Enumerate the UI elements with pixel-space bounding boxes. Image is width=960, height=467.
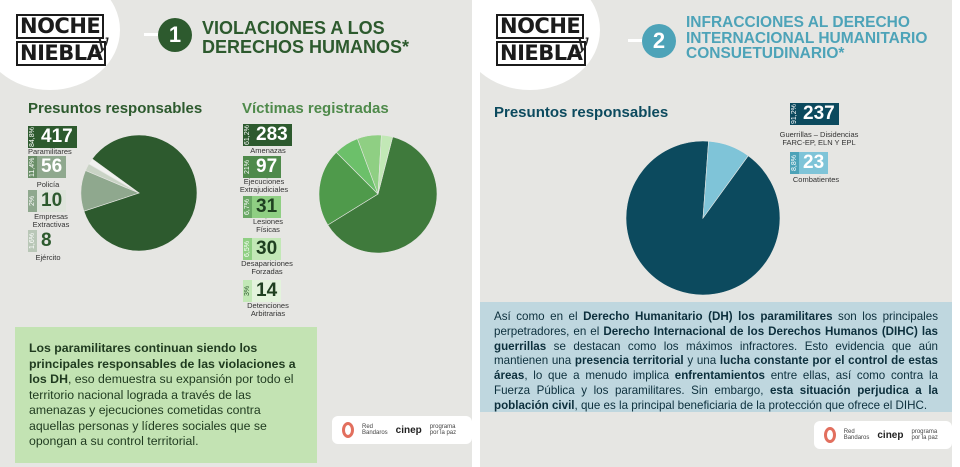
stat-guerrillas: 91,2% 237 xyxy=(790,103,839,125)
text-segment: lucha constante por el control de estas … xyxy=(494,354,939,383)
responsables-heading: Presuntos responsables xyxy=(494,104,669,121)
text-segment: , eso demuestra su expansión por todo el… xyxy=(29,372,294,448)
footer-logos: Red Bandaros cinep programa por la paz xyxy=(332,416,472,444)
section-number-badge: 1 xyxy=(144,18,192,52)
text-segment: , lo que a menudo implica xyxy=(524,369,675,383)
pie-slice-paramilitares xyxy=(83,134,198,252)
responsables-heading: Presuntos responsables xyxy=(28,100,203,117)
panel-title: VIOLACIONES A LOS DERECHOS HUMANOS* xyxy=(202,18,410,57)
section-number-badge: 2 xyxy=(628,24,676,58)
stat-policia: 11,4% 56 xyxy=(28,156,67,178)
caption-ejecuciones: Ejecuciones Extrajudiciales xyxy=(239,177,289,194)
stat-ejecuciones: 21% 97 xyxy=(243,156,282,178)
text-segment: Derecho Humanitario (DH) los paramilitar… xyxy=(583,310,833,323)
stat-detenciones: 3% 14 xyxy=(243,280,282,302)
ppp-logo: programa por la paz xyxy=(911,429,938,441)
pie-slice-ejecuciones-extrajudiciales xyxy=(318,151,379,226)
text-segment: esta situación perjudica a la población … xyxy=(494,383,938,412)
text-segment: Los paramilitares continuan siendo los p… xyxy=(29,341,296,386)
text-segment: y una xyxy=(683,354,720,368)
red-bandaros-icon xyxy=(342,422,354,438)
text-segment: se destacan como los máximos infractores… xyxy=(494,339,938,368)
caption-empresas: Empresas Extractivas xyxy=(32,212,70,229)
text-segment: entre ellas, así como contra la Fuerza P… xyxy=(494,369,938,397)
text-segment: Derecho Internacional de los Derechos Hu… xyxy=(494,324,938,353)
logo-y-mark: y xyxy=(576,30,589,55)
caption-lesiones: Lesiones Físicas xyxy=(252,217,284,234)
pie-chart-victimas xyxy=(318,134,438,254)
stat-paramilitares: 84,8% 417 xyxy=(28,126,77,148)
pie-slice-amenazas xyxy=(327,136,438,254)
ppp-logo: programa por la paz xyxy=(429,424,457,436)
noche-niebla-logo: NOCHE NIEBLA xyxy=(16,14,107,68)
caption-paramilitares: Paramilitares xyxy=(28,147,72,156)
summary-text-box: Los paramilitares continuan siendo los p… xyxy=(15,327,317,463)
text-segment: , que es la principal beneficiaria de la… xyxy=(574,398,928,412)
pie-slice-detenciones-arbitrarias xyxy=(377,134,394,195)
text-segment: Así como en el xyxy=(494,310,584,323)
text-segment: presencia territorial xyxy=(574,354,684,368)
caption-detenciones: Detenciones Arbitrarias xyxy=(247,301,289,318)
pie-chart-responsables xyxy=(80,134,198,252)
stat-empresas: 2% 10 xyxy=(28,190,67,212)
noche-niebla-logo: NOCHE NIEBLA xyxy=(496,14,587,68)
pie-chart-dihc xyxy=(625,140,781,296)
stat-combatientes: 8,8% 23 xyxy=(790,152,829,174)
text-segment: enfrentamientos xyxy=(674,369,765,383)
stat-lesiones: 6,7% 31 xyxy=(243,196,282,218)
pie-slice-ej-rcito xyxy=(88,158,140,194)
cinep-logo: cinep xyxy=(395,424,422,436)
panel-dh: NOCHE NIEBLA y 1 VIOLACIONES A LOS DEREC… xyxy=(0,0,472,467)
text-segment: son los principales perpetradores, en el xyxy=(494,310,938,338)
caption-amenazas: Amenazas xyxy=(250,146,286,155)
summary-text: Así como en el Derecho Humanitario (DH) … xyxy=(494,310,938,412)
footer-logos: Red Bandaros cinep programa por la paz xyxy=(814,421,952,449)
victimas-heading: Víctimas registradas xyxy=(242,100,389,117)
stat-ejercito: 1,6% 8 xyxy=(28,230,52,252)
panel-dihc: NOCHE NIEBLA y 2 INFRACCIONES AL DERECHO… xyxy=(480,0,952,467)
cinep-logo: cinep xyxy=(877,429,904,441)
summary-text-box: Así como en el Derecho Humanitario (DH) … xyxy=(480,302,952,412)
caption-ejercito: Ejército xyxy=(35,253,61,262)
panel-title: INFRACCIONES AL DERECHO INTERNACIONAL HU… xyxy=(686,14,928,62)
caption-desapariciones: Desapariciones Forzadas xyxy=(241,259,293,276)
red-bandaros-icon xyxy=(824,427,836,443)
pie-slice-combatientes xyxy=(702,140,749,220)
caption-guerrillas: Guerrillas – Disidencias FARC-EP, ELN Y … xyxy=(779,130,859,147)
summary-text: Los paramilitares continuan siendo los p… xyxy=(29,341,296,448)
caption-combatientes: Combatientes xyxy=(792,175,840,184)
caption-policia: Policía xyxy=(36,180,60,189)
stat-desapariciones: 6,5% 30 xyxy=(243,238,282,260)
stat-amenazas: 61,2% 283 xyxy=(243,124,292,146)
logo-y-mark: y xyxy=(96,30,109,55)
